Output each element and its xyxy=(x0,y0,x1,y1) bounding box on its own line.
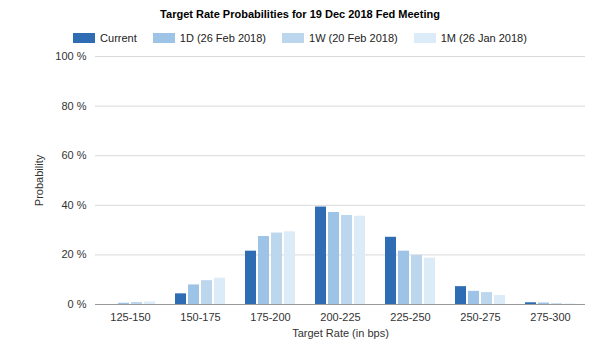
svg-text:20 %: 20 % xyxy=(61,248,86,260)
svg-text:40 %: 40 % xyxy=(61,199,86,211)
svg-text:275-300: 275-300 xyxy=(530,311,570,323)
html-text:Current: Current xyxy=(100,32,137,44)
svg-text:250-275: 250-275 xyxy=(460,311,500,323)
html-text:1W (20 Feb 2018): 1W (20 Feb 2018) xyxy=(309,32,398,44)
svg-text:0 %: 0 % xyxy=(68,298,87,310)
svg-text:175-200: 175-200 xyxy=(250,311,290,323)
svg-text:60 %: 60 % xyxy=(61,149,86,161)
svg-text:Target Rate (in bps): Target Rate (in bps) xyxy=(292,327,389,339)
html-text:1M (26 Jan 2018): 1M (26 Jan 2018) xyxy=(440,32,527,44)
svg-text:150-175: 150-175 xyxy=(180,311,220,323)
svg-text:Probability: Probability xyxy=(33,154,45,206)
html-text:Target Rate Probabilities for: Target Rate Probabilities for 19 Dec 201… xyxy=(160,8,440,20)
svg-text:80 %: 80 % xyxy=(61,100,86,112)
svg-text:125-150: 125-150 xyxy=(110,311,150,323)
svg-text:100 %: 100 % xyxy=(55,50,86,62)
svg-text:225-250: 225-250 xyxy=(390,311,430,323)
html-text:1D (26 Feb 2018): 1D (26 Feb 2018) xyxy=(179,32,266,44)
svg-text:200-225: 200-225 xyxy=(320,311,360,323)
